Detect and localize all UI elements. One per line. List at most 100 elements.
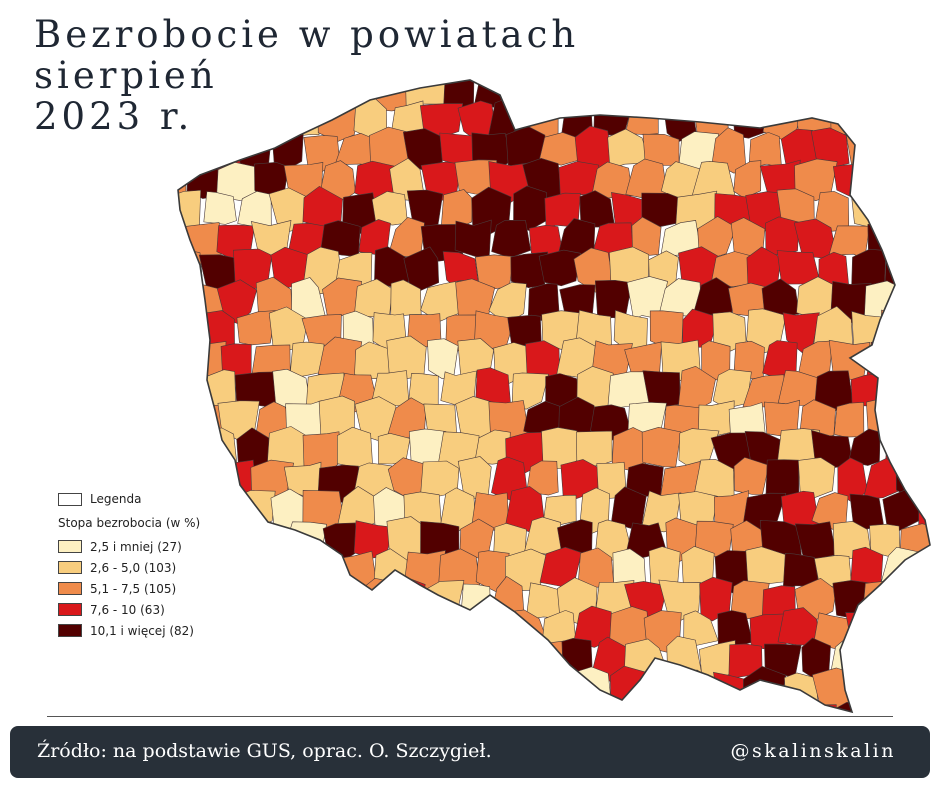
- powiat-cell: [884, 136, 920, 168]
- powiat-cell: [713, 672, 745, 711]
- powiat-cell: [218, 104, 260, 137]
- powiat-cell: [884, 606, 916, 652]
- powiat-cell: [200, 610, 241, 649]
- powiat-cell: [438, 673, 476, 709]
- powiat-cell: [287, 97, 321, 137]
- powiat-cell: [883, 672, 921, 713]
- powiat-cell: [302, 609, 343, 651]
- powiat-cell: [898, 403, 939, 443]
- powiat-cell: [900, 100, 937, 138]
- powiat-cell: [250, 103, 290, 140]
- powiat-cell: [646, 675, 683, 710]
- powiat-cell: [650, 311, 683, 348]
- powiat-cell: [646, 72, 681, 109]
- powiat-cell: [428, 339, 459, 379]
- powiat-cell: [152, 642, 190, 679]
- powiat-cell: [915, 611, 940, 649]
- powiat-cell: [274, 675, 308, 709]
- legend-class-5: 10,1 i więcej (82): [58, 620, 200, 641]
- powiat-cell: [200, 549, 241, 587]
- powiat-cell: [867, 643, 898, 678]
- powiat-cell: [492, 220, 531, 258]
- legend-subtitle: Stopa bezrobocia (w %): [58, 516, 200, 530]
- legend-label: 2,5 i mniej (27): [90, 540, 182, 554]
- powiat-cell: [352, 643, 396, 679]
- powiat-cell: [405, 69, 445, 107]
- powiat-cell: [267, 70, 310, 111]
- powiat-cell: [201, 489, 241, 528]
- powiat-cells: [131, 66, 940, 743]
- powiat-cell: [378, 613, 409, 652]
- powiat-cell: [784, 673, 817, 714]
- powiat-cell: [531, 641, 566, 680]
- powiat-cell: [919, 308, 940, 352]
- powiat-cell: [506, 73, 547, 109]
- legend-swatch: [58, 561, 82, 574]
- powiat-cell: [679, 66, 719, 109]
- powiat-cell: [901, 164, 936, 200]
- legend-header: Legenda: [58, 490, 200, 508]
- powiat-cell: [455, 220, 491, 257]
- legend-swatch: [58, 603, 82, 616]
- powiat-cell: [153, 97, 192, 141]
- powiat-cell: [848, 71, 888, 110]
- author-handle: @skalinskalin: [731, 740, 896, 762]
- powiat-cell: [882, 370, 920, 412]
- powiat-cell: [472, 671, 515, 710]
- powiat-cell: [184, 405, 223, 442]
- powiat-cell: [237, 671, 276, 711]
- powiat-cell: [915, 551, 940, 593]
- legend-swatch: [58, 624, 82, 637]
- powiat-cell: [744, 66, 785, 109]
- powiat-cell: [165, 367, 209, 411]
- powiat-cell: [170, 250, 203, 289]
- powiat-cell: [489, 640, 531, 677]
- powiat-cell: [259, 523, 285, 560]
- powiat-cell: [546, 673, 576, 709]
- legend-header-label: Legenda: [90, 492, 141, 506]
- powiat-cell: [905, 278, 940, 322]
- powiat-cell: [831, 99, 871, 135]
- powiat-cell: [223, 519, 259, 557]
- powiat-cell: [137, 434, 169, 467]
- powiat-cell: [237, 69, 274, 105]
- powiat-cell: [202, 668, 242, 709]
- powiat-cell: [252, 640, 292, 681]
- powiat-cell: [779, 69, 819, 109]
- powiat-cell: [539, 250, 580, 286]
- powiat-cell: [133, 249, 174, 288]
- powiat-cell: [225, 644, 259, 677]
- powiat-cell: [897, 579, 940, 624]
- powiat-cell: [510, 671, 541, 705]
- powiat-cell: [576, 667, 611, 708]
- powiat-cell: [150, 401, 191, 442]
- powiat-cell: [240, 551, 273, 591]
- powiat-cell: [325, 639, 353, 680]
- powiat-cell: [539, 67, 574, 111]
- powiat-cell: [849, 674, 884, 712]
- powiat-cell: [168, 72, 208, 107]
- powiat-cell: [846, 613, 886, 654]
- powiat-cell: [607, 73, 648, 112]
- powiat-cell: [885, 66, 923, 110]
- map-legend: Legenda Stopa bezrobocia (w %) 2,5 i mni…: [58, 490, 200, 641]
- source-credit: Źródło: na podstawie GUS, oprac. O. Szcz…: [37, 740, 492, 762]
- legend-swatch: [58, 540, 82, 553]
- footer-bar: Źródło: na podstawie GUS, oprac. O. Szcz…: [10, 726, 930, 778]
- powiat-cell: [149, 280, 191, 324]
- powiat-cell: [258, 582, 290, 623]
- powiat-cell: [165, 432, 208, 473]
- powiat-cell: [408, 668, 443, 709]
- powiat-cell: [166, 313, 209, 348]
- legend-label: 2,6 - 5,0 (103): [90, 561, 176, 575]
- powiat-cell: [441, 612, 479, 654]
- powiat-cell: [871, 162, 898, 202]
- powiat-cell: [625, 104, 658, 134]
- powiat-cell: [185, 639, 223, 680]
- powiat-cell: [337, 616, 373, 652]
- powiat-cell: [307, 673, 341, 714]
- legend-class-2: 2,6 - 5,0 (103): [58, 557, 200, 578]
- powiat-cell: [852, 311, 889, 349]
- powiat-cell: [914, 189, 940, 231]
- powiat-cell: [204, 192, 237, 225]
